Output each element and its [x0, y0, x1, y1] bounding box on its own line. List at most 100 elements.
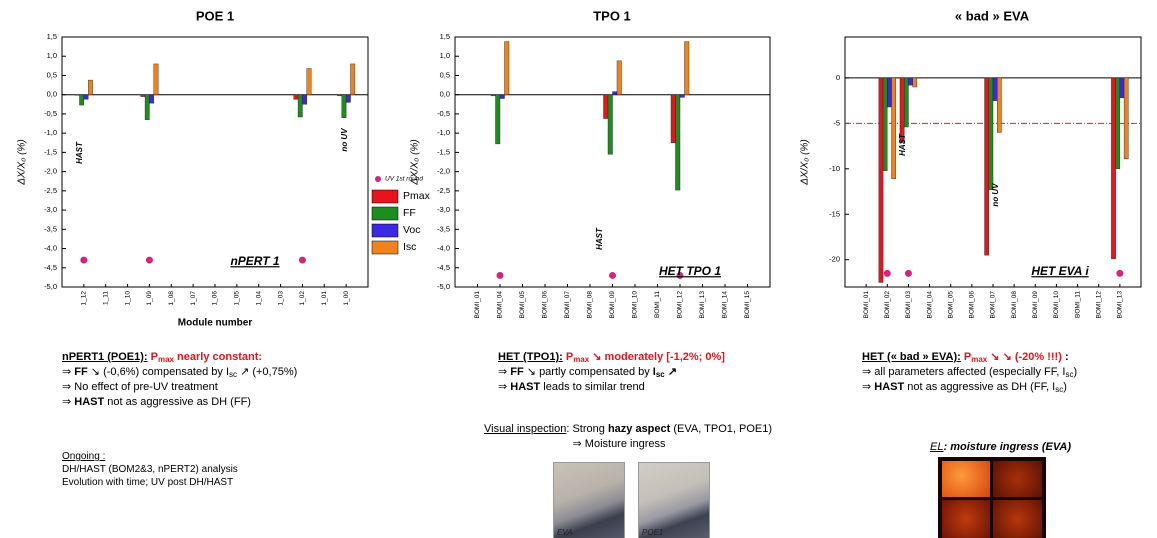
legend-swatch — [371, 240, 399, 255]
note-text: ↗ (+0,75%) — [237, 366, 298, 378]
x-tick-label: 1_08 — [168, 291, 175, 306]
note-text: max — [157, 355, 174, 364]
x-tick-label: BOMI_04 — [926, 291, 933, 319]
bar — [341, 94, 347, 118]
x-tick-label: 1_03 — [277, 291, 284, 306]
note-text: ⇒ — [498, 381, 511, 393]
bar — [83, 94, 89, 100]
note-text: ) — [1073, 366, 1078, 378]
x-tick-label: BOMI_08 — [1011, 291, 1018, 319]
bar — [616, 60, 622, 95]
note-text: P — [960, 351, 972, 363]
chart-title: POE 1 — [196, 8, 234, 23]
bar — [79, 94, 85, 106]
bar — [607, 94, 613, 155]
note-line: ⇒ HAST leads to similar trend — [498, 380, 725, 395]
x-tick-label: 1_09 — [146, 291, 153, 306]
plot-frame — [61, 36, 369, 288]
note-text: ⇒ all parameters affected (especially FF… — [862, 366, 1066, 378]
x-tick-label: BOMI_14 — [722, 291, 729, 319]
bar — [891, 77, 896, 180]
bar — [912, 77, 918, 88]
note-text: Evolution with time; UV post DH/HAST — [62, 477, 234, 488]
x-tick-label: 1_11 — [102, 291, 109, 305]
x-tick-label: BOMI_07 — [990, 291, 997, 319]
note-text: ↘ (-0,6%) compensated by I — [87, 366, 230, 378]
y-tick-label: -1,0 — [44, 128, 57, 137]
y-tick-label: -5,0 — [437, 282, 450, 291]
el-cell — [942, 461, 990, 497]
note-text: ↘ moderately [-1,2%; 0%] — [589, 351, 725, 363]
annotation: no UV — [991, 183, 1000, 207]
y-tick-label: 1,0 — [47, 51, 57, 60]
note-text: ↘ partly compensated by — [523, 366, 653, 378]
x-tick-label: BOMI_04 — [497, 291, 504, 319]
bar — [675, 94, 681, 191]
x-tick-label: BOMI_03 — [905, 291, 912, 319]
x-tick-label: BOMI_06 — [969, 291, 976, 319]
bar — [337, 94, 342, 97]
y-tick-label: -0,5 — [44, 109, 57, 118]
bar — [887, 77, 892, 108]
x-tick-label: BOMI_13 — [1117, 291, 1124, 319]
y-tick-label: -4,0 — [437, 244, 450, 253]
y-tick-label: -4,5 — [437, 263, 450, 272]
y-tick-label: -4,0 — [44, 244, 57, 253]
note-line: ⇒ HAST not as aggressive as DH (FF, Isc) — [862, 380, 1077, 395]
bar — [495, 94, 501, 145]
annotation: HAST — [898, 133, 907, 156]
bar — [984, 77, 989, 256]
note-text: sc — [1055, 385, 1064, 394]
x-tick-label: BOMI_01 — [863, 291, 870, 319]
bar — [908, 77, 913, 86]
bar — [670, 94, 676, 143]
uv-dot — [80, 256, 88, 264]
note-text: (EVA, TPO1, POE1) — [670, 423, 772, 435]
note-text: HET (TPO1): — [498, 351, 563, 363]
y-tick-label: 0 — [836, 73, 840, 82]
y-tick-label: -20 — [829, 255, 840, 264]
x-tick-label: BOMI_05 — [519, 291, 526, 319]
note-text: ⇒ No effect of pre-UV treatment — [62, 381, 218, 393]
y-tick-label: 1,5 — [47, 32, 57, 41]
legend-label: Isc — [403, 241, 416, 253]
note-text: : — [1061, 351, 1069, 363]
uv-dot — [676, 271, 684, 279]
x-tick-label: BOMI_13 — [699, 291, 706, 319]
bar — [302, 94, 307, 105]
y-axis-label: ΔX/X₀ (%) — [17, 139, 28, 185]
bar — [882, 77, 888, 171]
x-tick-label: BOMI_09 — [609, 291, 616, 319]
y-axis-label: ΔX/X₀ (%) — [800, 139, 811, 185]
x-tick-label: BOMI_11 — [654, 291, 661, 318]
note-text: ⇒ Moisture ingress — [572, 438, 666, 450]
bar — [1123, 77, 1129, 160]
bar — [88, 79, 93, 95]
y-tick-label: -1,0 — [437, 128, 450, 137]
bar — [612, 91, 618, 95]
sub-label: nPERT 1 — [230, 254, 279, 268]
annotation: no UV — [340, 128, 349, 152]
note-text: max — [971, 355, 988, 364]
x-tick-label: BOMI_02 — [884, 291, 891, 319]
note-line: ⇒ FF ↘ partly compensated by Isc ↗ — [498, 365, 725, 380]
note-text: ↘ ↘ (-20% !!!) — [987, 351, 1062, 363]
x-tick-label: 1_04 — [255, 291, 262, 306]
x-tick-label: BOMI_12 — [677, 291, 684, 319]
note-text: max — [573, 355, 590, 364]
legend-label: Voc — [403, 224, 421, 236]
legend-dot — [375, 176, 381, 182]
note-text: DH/HAST (BOM2&3, nPERT2) analysis — [62, 464, 238, 475]
uv-dot — [883, 269, 891, 277]
note-text: : moisture ingress (EVA) — [943, 441, 1072, 453]
y-tick-label: -0,5 — [437, 109, 450, 118]
legend-swatch — [371, 189, 399, 204]
el-cell — [942, 500, 990, 538]
photo: EVA — [553, 462, 625, 538]
bar — [153, 63, 159, 95]
note-text: hazy aspect — [607, 423, 671, 435]
y-tick-label: -2,0 — [44, 167, 57, 176]
y-tick-label: 0,5 — [47, 70, 57, 79]
eva-notes: HET (« bad » EVA): Pmax ↘ ↘ (-20% !!!) :… — [862, 350, 1077, 395]
